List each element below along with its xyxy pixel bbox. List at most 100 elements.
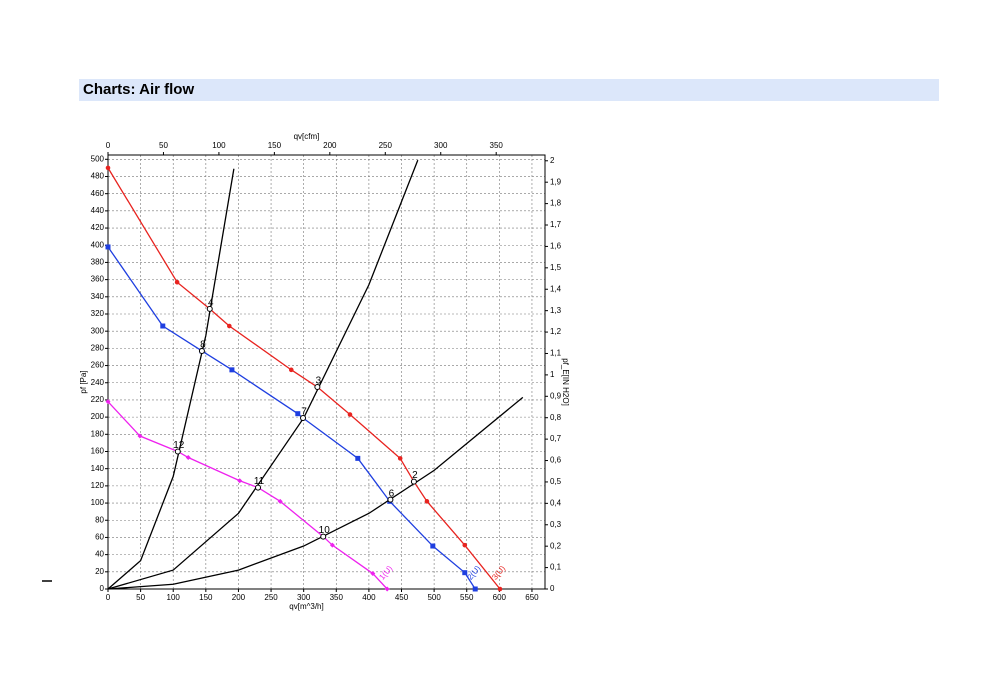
- series-line: [107, 159, 419, 590]
- y2-tick-label: 0,9: [550, 391, 562, 400]
- y2-tick-label: 0,2: [550, 541, 562, 550]
- point-marker: [227, 323, 232, 329]
- y-tick-label: 40: [95, 550, 104, 559]
- y2-tick-label: 1,8: [550, 199, 562, 208]
- y-tick-label: 100: [91, 498, 105, 507]
- y-tick-label: 500: [91, 154, 105, 163]
- y-tick-label: 260: [91, 361, 105, 370]
- y2-tick-label: 0,4: [550, 498, 562, 507]
- x-tick-label: 50: [136, 593, 145, 602]
- y2-tick-label: 0,6: [550, 456, 562, 465]
- y2-tick-label: 1,3: [550, 306, 562, 315]
- point-marker: [462, 570, 468, 576]
- x-tick-label: 150: [199, 593, 213, 602]
- y-tick-label: 120: [91, 481, 105, 490]
- x2-tick-label: 350: [490, 141, 504, 150]
- y2-tick-label: 0,1: [550, 563, 562, 572]
- y2-tick-label: 0,7: [550, 434, 562, 443]
- point-marker: [462, 542, 468, 548]
- x2-tick-label: 50: [159, 141, 168, 150]
- y2-tick-label: 1,1: [550, 349, 562, 358]
- heading-bar: [79, 79, 939, 101]
- series-label: 3(U): [490, 564, 507, 582]
- x2-axis-label: qv[cfm]: [294, 132, 320, 141]
- y-tick-label: 480: [91, 172, 105, 181]
- point-marker: [384, 586, 390, 592]
- point-marker: [295, 411, 301, 417]
- operating-point: [206, 305, 213, 312]
- y-tick-label: 300: [91, 326, 105, 335]
- point-marker: [370, 571, 376, 577]
- y-tick-label: 220: [91, 395, 105, 404]
- x-tick-label: 600: [493, 593, 507, 602]
- point-marker: [185, 455, 191, 461]
- operating-point: [198, 347, 205, 354]
- y2-tick-label: 0,8: [550, 413, 562, 422]
- point-marker: [355, 455, 361, 461]
- operating-point: [387, 496, 394, 503]
- y2-tick-label: 0,3: [550, 520, 562, 529]
- point-marker: [430, 543, 436, 549]
- y-tick-label: 200: [91, 412, 105, 421]
- point-marker: [174, 279, 180, 285]
- y-tick-label: 20: [95, 567, 104, 576]
- y-tick-label: 160: [91, 447, 105, 456]
- y2-tick-label: 1,7: [550, 220, 562, 229]
- operating-point: [320, 533, 327, 540]
- y-tick-label: 460: [91, 189, 105, 198]
- y2-tick-label: 0,5: [550, 477, 562, 486]
- x-tick-label: 200: [232, 593, 246, 602]
- y-tick-label: 140: [91, 464, 105, 473]
- point-marker: [229, 367, 235, 373]
- x-tick-label: 550: [460, 593, 474, 602]
- series-line: [107, 401, 388, 590]
- operating-point-label: 12: [173, 440, 185, 451]
- operating-point: [314, 384, 321, 391]
- series-line: [107, 396, 524, 590]
- point-marker: [105, 244, 111, 250]
- operating-point-label: 8: [200, 340, 206, 351]
- operating-point-label: 2: [412, 470, 418, 481]
- point-marker: [137, 433, 143, 439]
- x-tick-label: 350: [330, 593, 344, 602]
- operating-point: [410, 478, 417, 485]
- x-tick-label: 500: [427, 593, 441, 602]
- heading: Charts: Air flow: [83, 81, 194, 98]
- point-marker: [288, 367, 294, 373]
- x-tick-label: 100: [167, 593, 181, 602]
- series-label: 1(U): [377, 564, 394, 582]
- y-tick-label: 240: [91, 378, 105, 387]
- series-label: 2(U): [465, 564, 482, 582]
- operating-point: [255, 484, 262, 491]
- y2-tick-label: 1,5: [550, 263, 562, 272]
- y-tick-label: 0: [100, 584, 105, 593]
- point-marker: [424, 499, 430, 504]
- plot-frame: [107, 154, 546, 590]
- point-marker: [397, 456, 403, 461]
- x-tick-label: 400: [362, 593, 376, 602]
- operating-point: [174, 448, 181, 455]
- y2-tick-label: 1,4: [550, 284, 562, 293]
- operating-point-label: 4: [208, 297, 214, 308]
- x2-tick-label: 150: [268, 141, 282, 150]
- y-tick-label: 340: [91, 292, 105, 301]
- y2-tick-label: 2: [550, 156, 555, 165]
- y2-tick-label: 1: [550, 370, 555, 379]
- point-marker: [105, 399, 111, 405]
- y2-tick-label: 1,6: [550, 242, 562, 251]
- y-tick-label: 60: [95, 533, 104, 542]
- x2-tick-label: 0: [106, 141, 111, 150]
- y-tick-label: 440: [91, 206, 105, 215]
- point-marker: [347, 412, 353, 417]
- operating-point-label: 7: [301, 407, 307, 418]
- point-marker: [277, 498, 283, 504]
- x-tick-label: 450: [395, 593, 409, 602]
- x2-tick-label: 300: [434, 141, 448, 150]
- y-tick-label: 400: [91, 240, 105, 249]
- y-tick-label: 180: [91, 429, 105, 438]
- x2-tick-label: 100: [212, 141, 226, 150]
- y-tick-label: 80: [95, 515, 104, 524]
- operating-point-label: 10: [319, 525, 331, 536]
- y-tick-label: 360: [91, 275, 105, 284]
